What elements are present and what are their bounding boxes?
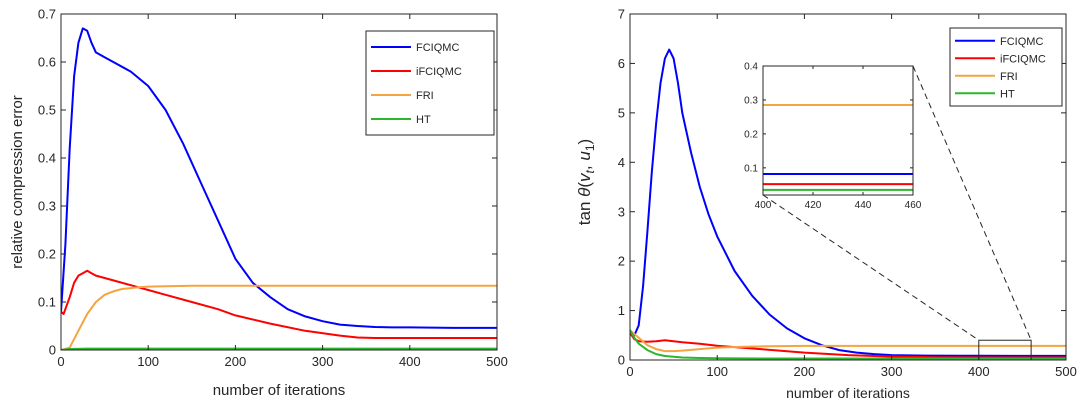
axis-ticks: 0 100 200 300 400 500 0 0.1 0.2 0.3 0.4 0.5 0.6 0.7 [38, 7, 508, 369]
x-tick-label: 500 [1055, 364, 1077, 379]
y-tick-label: 4 [618, 155, 625, 170]
y-tick-label: 0.4 [744, 62, 758, 73]
y-tick-label: 0.3 [744, 95, 758, 106]
x-tick-label: 0 [57, 354, 64, 369]
x-tick-label: 200 [225, 354, 247, 369]
axis-ticks: 0 100 200 300 400 500 0 1 2 3 4 5 6 7 [618, 7, 1077, 379]
legend-label-ht: HT [1000, 88, 1015, 100]
y-tick-label: 0.7 [38, 7, 56, 22]
y-tick-label: 0.2 [38, 247, 56, 262]
y-tick-label: 2 [618, 254, 625, 269]
inset-background [763, 66, 913, 195]
legend: FCIQMC iFCIQMC FRI HT [949, 27, 1063, 107]
x-tick-label: 400 [968, 364, 990, 379]
series-line-fri [61, 284, 497, 350]
chart-tan-theta: 0 100 200 300 400 500 0 1 2 3 4 5 6 7 number of itera… [575, 7, 1077, 401]
x-tick-label: 420 [805, 200, 822, 211]
zoom-connector [912, 65, 1032, 341]
axes-frame [60, 13, 498, 351]
x-axis-label: number of iterations [786, 385, 910, 401]
y-tick-label: 1 [618, 303, 625, 318]
legend-label-fri: FRI [1000, 71, 1018, 83]
legend-box [365, 30, 495, 136]
y-tick-label: 0.6 [38, 55, 56, 70]
plot-area [630, 48, 1066, 360]
x-tick-label: 100 [137, 354, 159, 369]
x-tick-label: 440 [855, 200, 872, 211]
y-axis-label: tan θ(vt, u1) [575, 139, 597, 225]
zoom-indicator [762, 65, 1032, 361]
series-line-ifciqmc [630, 332, 1066, 359]
x-tick-label: 200 [794, 364, 816, 379]
legend-label-ht: HT [416, 114, 431, 126]
zoom-rect [978, 339, 1032, 361]
legend-label-fciqmc: FCIQMC [416, 42, 459, 54]
y-axis-label: relative compression error [9, 95, 26, 268]
series-line-fciqmc [630, 48, 1066, 357]
y-tick-label: 6 [618, 56, 625, 71]
y-tick-label: 0 [49, 343, 56, 358]
series-line-ht [61, 347, 497, 350]
legend-label-ifciqmc: iFCIQMC [1000, 53, 1046, 65]
legend: FCIQMC iFCIQMC FRI HT [365, 30, 495, 136]
inset-frame [762, 65, 914, 196]
y-tick-label: 0.1 [38, 295, 56, 310]
inset-chart: 400 420 440 460 0.1 0.2 0.3 0.4 [744, 62, 922, 212]
chart-relative-compression-error: 0 100 200 300 400 500 0 0.1 0.2 0.3 0.4 0.5 0.6 0.7 n… [9, 7, 508, 399]
x-tick-label: 300 [312, 354, 334, 369]
y-tick-label: 0 [618, 353, 625, 368]
x-axis-label: number of iterations [213, 382, 346, 399]
x-tick-label: 0 [626, 364, 633, 379]
y-tick-label: 3 [618, 204, 625, 219]
x-tick-label: 460 [905, 200, 922, 211]
x-tick-label: 500 [486, 354, 508, 369]
x-tick-label: 400 [399, 354, 421, 369]
axes-frame [629, 13, 1067, 361]
legend-label-fri: FRI [416, 90, 434, 102]
plot-area [61, 27, 497, 350]
y-tick-label: 0.1 [744, 163, 758, 174]
series-line-ht [630, 329, 1066, 360]
y-tick-label: 0.4 [38, 151, 56, 166]
y-tick-label: 7 [618, 7, 625, 22]
legend-label-fciqmc: FCIQMC [1000, 36, 1043, 48]
y-tick-label: 0.5 [38, 103, 56, 118]
y-tick-label: 0.2 [744, 129, 758, 140]
x-tick-label: 300 [881, 364, 903, 379]
zoom-connector [762, 194, 980, 341]
x-tick-label: 100 [706, 364, 728, 379]
x-tick-label: 400 [755, 200, 772, 211]
series-line-fri [630, 329, 1066, 353]
legend-label-ifciqmc: iFCIQMC [416, 66, 462, 78]
y-tick-label: 0.3 [38, 199, 56, 214]
series-line-fciqmc [61, 27, 497, 329]
y-tick-label: 5 [618, 105, 625, 120]
